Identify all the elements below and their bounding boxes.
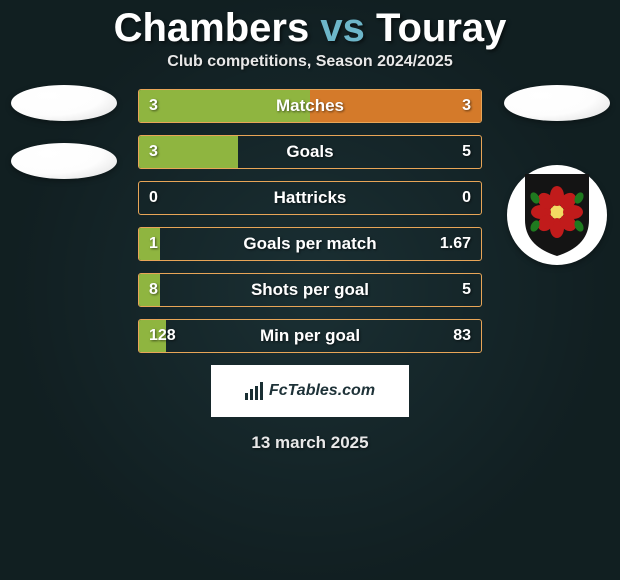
stat-row: 00Hattricks — [138, 181, 482, 215]
date-label: 13 march 2025 — [18, 433, 602, 453]
player1-name: Chambers — [114, 6, 310, 50]
fctables-logo[interactable]: FcTables.com — [211, 365, 409, 417]
comparison-title: Chambers vs Touray — [18, 0, 602, 53]
stat-label: Hattricks — [139, 182, 481, 214]
stat-row: 12883Min per goal — [138, 319, 482, 353]
player2-name: Touray — [376, 6, 506, 50]
chart-icon — [245, 382, 263, 400]
player1-avatar-placeholder — [11, 143, 117, 179]
right-avatar-col — [499, 85, 614, 265]
stat-row: 85Shots per goal — [138, 273, 482, 307]
left-avatar-col — [6, 85, 121, 179]
stat-row: 33Matches — [138, 89, 482, 123]
club-crest — [507, 165, 607, 265]
stat-label: Goals — [139, 136, 481, 168]
stat-label: Goals per match — [139, 228, 481, 260]
stat-row: 35Goals — [138, 135, 482, 169]
logo-text: FcTables.com — [269, 382, 375, 400]
player2-avatar-placeholder — [504, 85, 610, 121]
stat-label: Min per goal — [139, 320, 481, 352]
content: Chambers vs Touray Club competitions, Se… — [0, 0, 620, 453]
subtitle: Club competitions, Season 2024/2025 — [18, 53, 602, 71]
stats-area: 33Matches 35Goals 00Hattricks 11.67Goals pe… — [18, 89, 602, 353]
vs-label: vs — [320, 6, 365, 50]
stat-label: Matches — [139, 90, 481, 122]
stat-label: Shots per goal — [139, 274, 481, 306]
stat-row: 11.67Goals per match — [138, 227, 482, 261]
player1-avatar-placeholder — [11, 85, 117, 121]
shield-icon — [521, 172, 593, 258]
